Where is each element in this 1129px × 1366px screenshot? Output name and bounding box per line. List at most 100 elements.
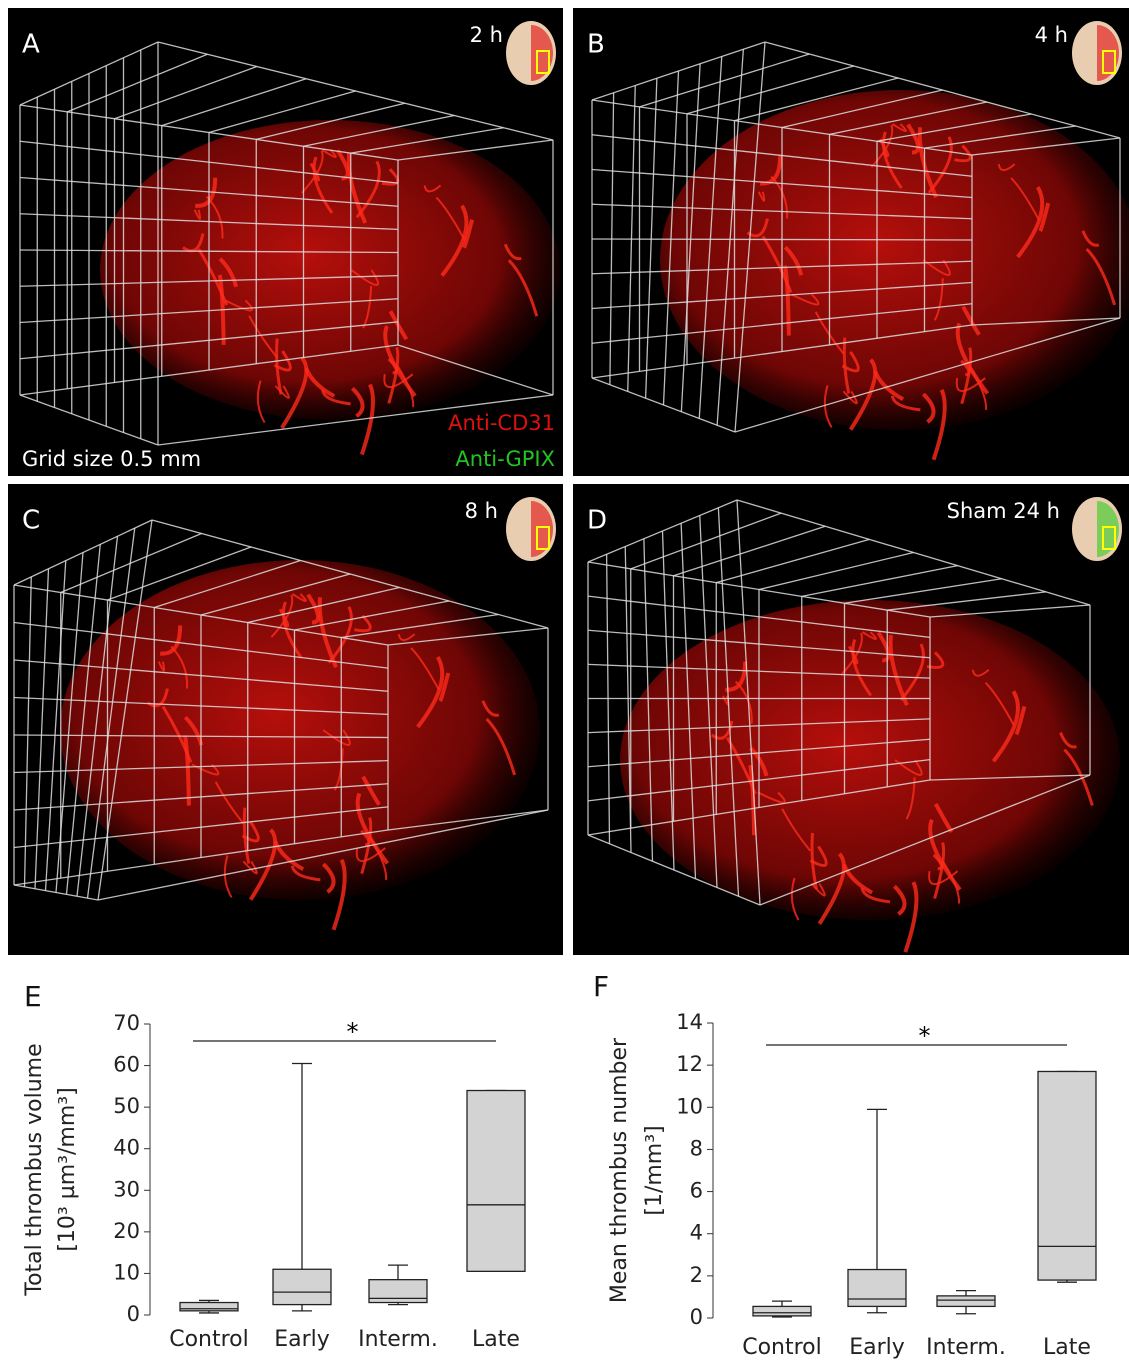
vessel	[810, 832, 818, 890]
wireframe	[829, 101, 988, 136]
wireframe	[591, 281, 973, 310]
wireframe	[630, 512, 782, 570]
box	[272, 1268, 332, 1306]
x-tick-label: Control	[169, 1327, 249, 1352]
vessel	[1038, 202, 1051, 232]
wireframe	[157, 394, 554, 446]
vessel	[331, 858, 347, 931]
vessel	[757, 191, 766, 202]
y-tick-label: 40	[113, 1136, 140, 1160]
y-tick-label: 0	[127, 1302, 140, 1326]
vessel	[931, 388, 947, 461]
x-tick-label: Late	[1043, 1335, 1091, 1360]
wireframe	[587, 718, 931, 734]
vessel	[354, 614, 372, 633]
vessel	[926, 651, 945, 669]
y-tick-label: 60	[113, 1053, 140, 1077]
panel-label: D	[587, 506, 607, 536]
wireframe	[19, 321, 399, 360]
wireframe	[76, 536, 119, 897]
wireframe	[397, 139, 554, 161]
wireframe	[716, 49, 745, 426]
vessel	[899, 643, 925, 702]
vessel	[759, 155, 783, 186]
wireframe	[60, 532, 202, 594]
vessel	[423, 184, 442, 193]
vessel	[888, 634, 909, 706]
vessel	[984, 682, 1015, 726]
wireframe	[587, 758, 931, 802]
vessel	[711, 720, 734, 740]
wireframe	[716, 538, 870, 584]
vessel	[214, 781, 245, 825]
box	[368, 1279, 428, 1304]
wireframe	[55, 552, 84, 893]
tissue	[60, 560, 540, 900]
vessel	[783, 245, 804, 276]
vessel	[321, 862, 336, 894]
wireframe	[644, 78, 658, 399]
vessel	[894, 759, 923, 776]
panel-time: 8 h	[465, 499, 498, 523]
vessel	[971, 669, 990, 677]
wireframe	[247, 586, 400, 624]
y-tick-label: 6	[690, 1179, 703, 1203]
vessel	[842, 390, 858, 405]
vessel	[280, 356, 309, 430]
box	[936, 1295, 996, 1308]
wireframe	[350, 127, 504, 154]
vessel	[223, 855, 233, 898]
wireframe	[801, 564, 958, 598]
y-axis-label: Mean thrombus number	[607, 1037, 632, 1303]
vessel	[218, 257, 239, 288]
vessel	[892, 884, 907, 916]
wireframe	[294, 600, 450, 631]
vessel	[322, 729, 351, 746]
vessel	[927, 136, 953, 194]
wireframe	[673, 525, 826, 577]
tissue	[620, 600, 1120, 920]
x-tick-label: Interm.	[926, 1335, 1006, 1360]
vessel	[360, 829, 371, 847]
wireframe	[19, 274, 399, 287]
y-tick-label: 2	[690, 1263, 703, 1287]
wireframe	[13, 806, 389, 849]
vessel	[193, 209, 202, 220]
wireframe	[736, 499, 761, 906]
wireframe	[256, 102, 406, 141]
y-tick-label: 8	[690, 1136, 703, 1160]
vessel	[440, 204, 469, 277]
y-tick-label: 50	[113, 1094, 140, 1118]
vessel	[346, 152, 368, 224]
box	[179, 1301, 239, 1312]
vessel	[749, 746, 769, 777]
vessel	[791, 293, 820, 306]
vessel	[932, 853, 943, 871]
panel-time: 4 h	[1035, 23, 1068, 47]
vessel	[503, 243, 522, 261]
vessel	[225, 299, 254, 312]
vessel	[359, 383, 375, 456]
wireframe	[387, 627, 549, 646]
vessel	[921, 392, 936, 424]
vessel	[903, 881, 919, 953]
wireframe	[929, 774, 1091, 781]
box	[847, 1268, 907, 1308]
vessel	[248, 828, 278, 901]
vessel	[248, 315, 278, 359]
wireframe	[387, 809, 549, 831]
wireframe	[971, 137, 1121, 156]
vessel	[790, 877, 800, 921]
region-box	[536, 526, 550, 550]
vessel	[438, 672, 451, 702]
wireframe	[154, 559, 301, 609]
vessel	[782, 265, 791, 336]
y-tick-label: 20	[113, 1219, 140, 1243]
region-box	[536, 50, 550, 74]
significance-mark: *	[919, 1022, 931, 1050]
y-axis-label: [1/mm³]	[642, 1125, 667, 1215]
chart-title: F	[593, 970, 609, 1003]
significance-mark: *	[347, 1018, 359, 1046]
vessel	[906, 123, 920, 155]
vessel	[1081, 230, 1100, 247]
